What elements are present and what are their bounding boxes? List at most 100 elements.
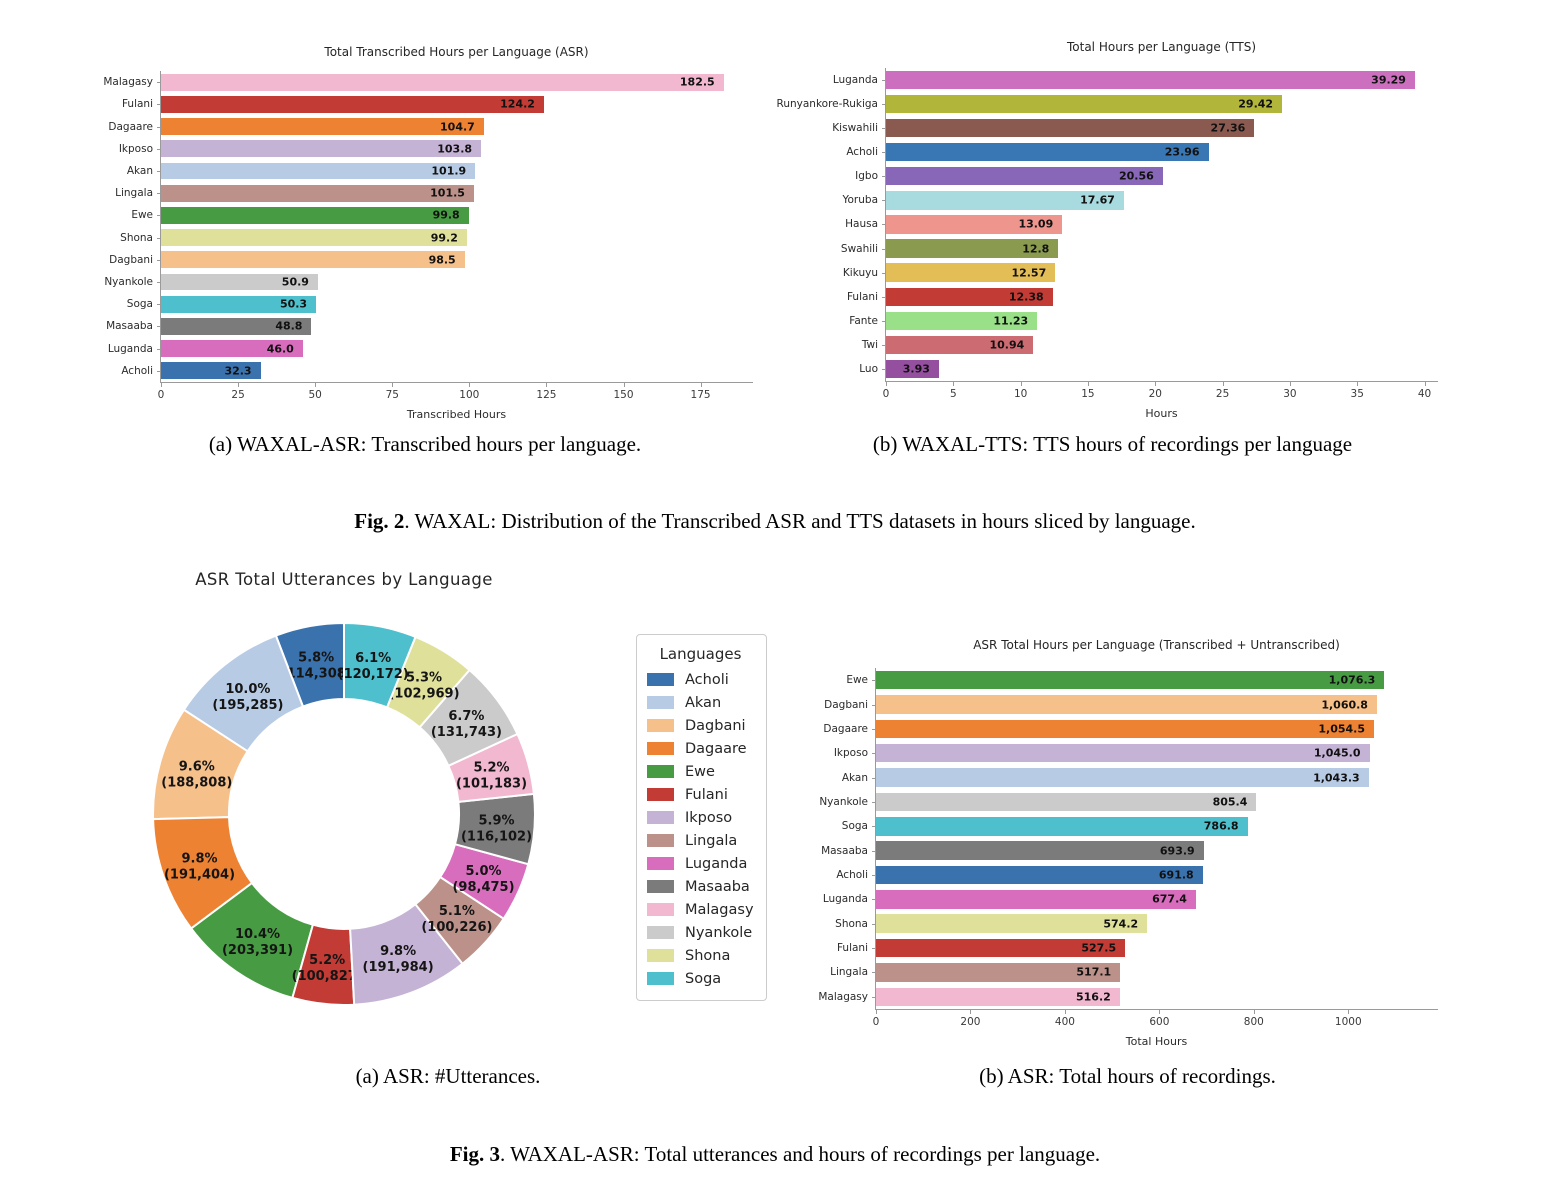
legend-swatch-lingala: [647, 834, 674, 847]
bar-dagaare: 1,054.5: [876, 719, 1374, 739]
bar-value-label: 12.38: [1008, 290, 1044, 304]
y-tick: [872, 996, 876, 998]
bar-value-label: 693.9: [1159, 844, 1195, 858]
bar-value-label: 46.0: [266, 342, 294, 356]
category-label: Ikposo: [833, 747, 868, 760]
fig3-caption-b: (b) ASR: Total hours of recordings.: [979, 1064, 1276, 1088]
y-tick: [872, 899, 876, 901]
bar-ikposo: 1,045.0: [876, 743, 1370, 763]
y-tick: [872, 948, 876, 950]
legend-item-malagasy: Malagasy: [647, 898, 754, 921]
plot-area: Ewe 1,076.3 Dagbani 1,060.8 Dagaare 1,054.5 Ik…: [818, 668, 1438, 1028]
legend-label: Fulani: [685, 786, 728, 803]
bar-row: Luganda 677.4: [823, 887, 1438, 911]
slice-label-ewe: 10.4% (203,391): [222, 927, 293, 958]
legend-swatch-dagaare: [647, 742, 674, 755]
chart-title: ASR Total Hours per Language (Transcribe…: [973, 638, 1340, 652]
bar-dagaare: 104.7: [161, 118, 484, 135]
category-label: Dagbani: [109, 253, 153, 266]
y-tick: [157, 193, 161, 195]
y-tick: [882, 368, 886, 370]
bar-nyankole: 50.9: [161, 273, 318, 291]
bar-value-label: 32.3: [224, 364, 252, 378]
bar-value-label: 1,043.3: [1313, 771, 1360, 785]
legend-title: Languages: [659, 645, 742, 663]
category-label: Dagaare: [108, 120, 153, 133]
legend-swatch-nyankole: [647, 926, 674, 939]
legend-swatch-ewe: [647, 765, 674, 778]
bar-value-label: 10.94: [989, 338, 1025, 352]
fig3-text: . WAXAL-ASR: Total utterances and hours …: [499, 1142, 1101, 1166]
slice-label-acholi: 5.8% (114,308): [281, 651, 352, 682]
category-label: Malagasy: [818, 990, 868, 1003]
legend-swatch-akan: [647, 696, 674, 709]
y-tick: [157, 326, 161, 328]
bar-masaaba: 693.9: [876, 841, 1204, 860]
asr-utterances-donut-chart: ASR Total Utterances by Language 5.8% (114…: [129, 562, 559, 1062]
x-axis-label: Hours: [1145, 407, 1178, 420]
slice-label-nyankole: 6.7% (131,743): [431, 709, 502, 740]
x-tick-label: 25: [231, 389, 245, 401]
bar-value-label: 1,045.0: [1313, 746, 1361, 760]
legend-item-acholi: Acholi: [647, 668, 754, 691]
legend-label: Akan: [685, 694, 722, 711]
plot-area: Malagasy 182.5 Fulani 124.2 Dagaare 104.7 Ikpo…: [103, 71, 753, 401]
bar-value-label: 27.36: [1210, 121, 1246, 135]
x-tick: [238, 383, 240, 387]
category-label: Luganda: [107, 342, 153, 355]
bar-value-label: 103.8: [437, 142, 473, 156]
legend-swatch-fulani: [647, 788, 674, 801]
x-tick: [700, 383, 702, 387]
bar-value-label: 691.8: [1158, 868, 1194, 882]
legend-item-dagbani: Dagbani: [647, 714, 754, 737]
bar-row: Swahili 12.8: [841, 237, 1438, 261]
bar-row: Dagbani 1,060.8: [824, 692, 1438, 716]
bar-shona: 574.2: [876, 914, 1148, 933]
x-tick-label: 125: [536, 389, 557, 401]
x-tick-label: 600: [1149, 1016, 1170, 1028]
x-tick-label: 0: [872, 1016, 880, 1028]
chart-title: Total Transcribed Hours per Language (AS…: [324, 45, 589, 59]
y-tick: [157, 82, 161, 84]
legend-label: Shona: [685, 947, 731, 964]
legend-label: Dagaare: [685, 740, 747, 757]
chart-title: Total Hours per Language (TTS): [1066, 40, 1257, 54]
fig2-caption: Fig. 2. WAXAL: Distribution of the Trans…: [0, 509, 1550, 534]
legend-item-dagaare: Dagaare: [647, 737, 754, 760]
y-tick: [157, 215, 161, 217]
bar-ewe: 99.8: [161, 206, 469, 224]
bar-row: Shona 574.2: [835, 912, 1438, 936]
bar-row: Ewe 99.8: [131, 204, 753, 226]
bar-row: Dagaare 1,054.5: [823, 717, 1438, 741]
bar-value-label: 23.96: [1164, 145, 1200, 159]
bar-value-label: 12.8: [1022, 242, 1050, 256]
category-label: Shona: [835, 917, 868, 930]
legend-label: Luganda: [685, 855, 748, 872]
category-label: Dagbani: [824, 698, 868, 711]
bar-row: Masaaba 48.8: [106, 315, 753, 337]
legend-item-akan: Akan: [647, 691, 754, 714]
bar-nyankole: 805.4: [876, 792, 1257, 812]
x-axis-label: Total Hours: [1125, 1035, 1188, 1048]
bar-value-label: 12.57: [1011, 266, 1047, 280]
x-tick-label: 400: [1054, 1016, 1075, 1028]
category-label: Swahili: [840, 242, 878, 255]
category-label: Dagaare: [823, 722, 868, 735]
bar-row: Dagbani 98.5: [109, 249, 753, 271]
y-tick: [882, 320, 886, 322]
x-tick: [1253, 1010, 1255, 1014]
bar-row: Yoruba 17.67: [842, 188, 1438, 212]
y-tick: [882, 152, 886, 154]
x-tick-label: 40: [1417, 388, 1432, 400]
category-label: Runyankore-Rukiga: [776, 98, 878, 111]
bar-row: Ewe 1,076.3: [846, 668, 1438, 692]
bar-value-label: 29.42: [1238, 97, 1274, 111]
bar-row: Fante 11.23: [849, 309, 1438, 333]
legend-swatch-dagbani: [647, 719, 674, 732]
bar-igbo: 20.56: [886, 167, 1163, 186]
category-label: Masaaba: [106, 320, 153, 333]
category-label: Hausa: [845, 218, 878, 231]
legend-label: Masaaba: [685, 878, 750, 895]
bar-akan: 1,043.3: [876, 768, 1369, 787]
x-tick-label: 175: [690, 389, 711, 401]
